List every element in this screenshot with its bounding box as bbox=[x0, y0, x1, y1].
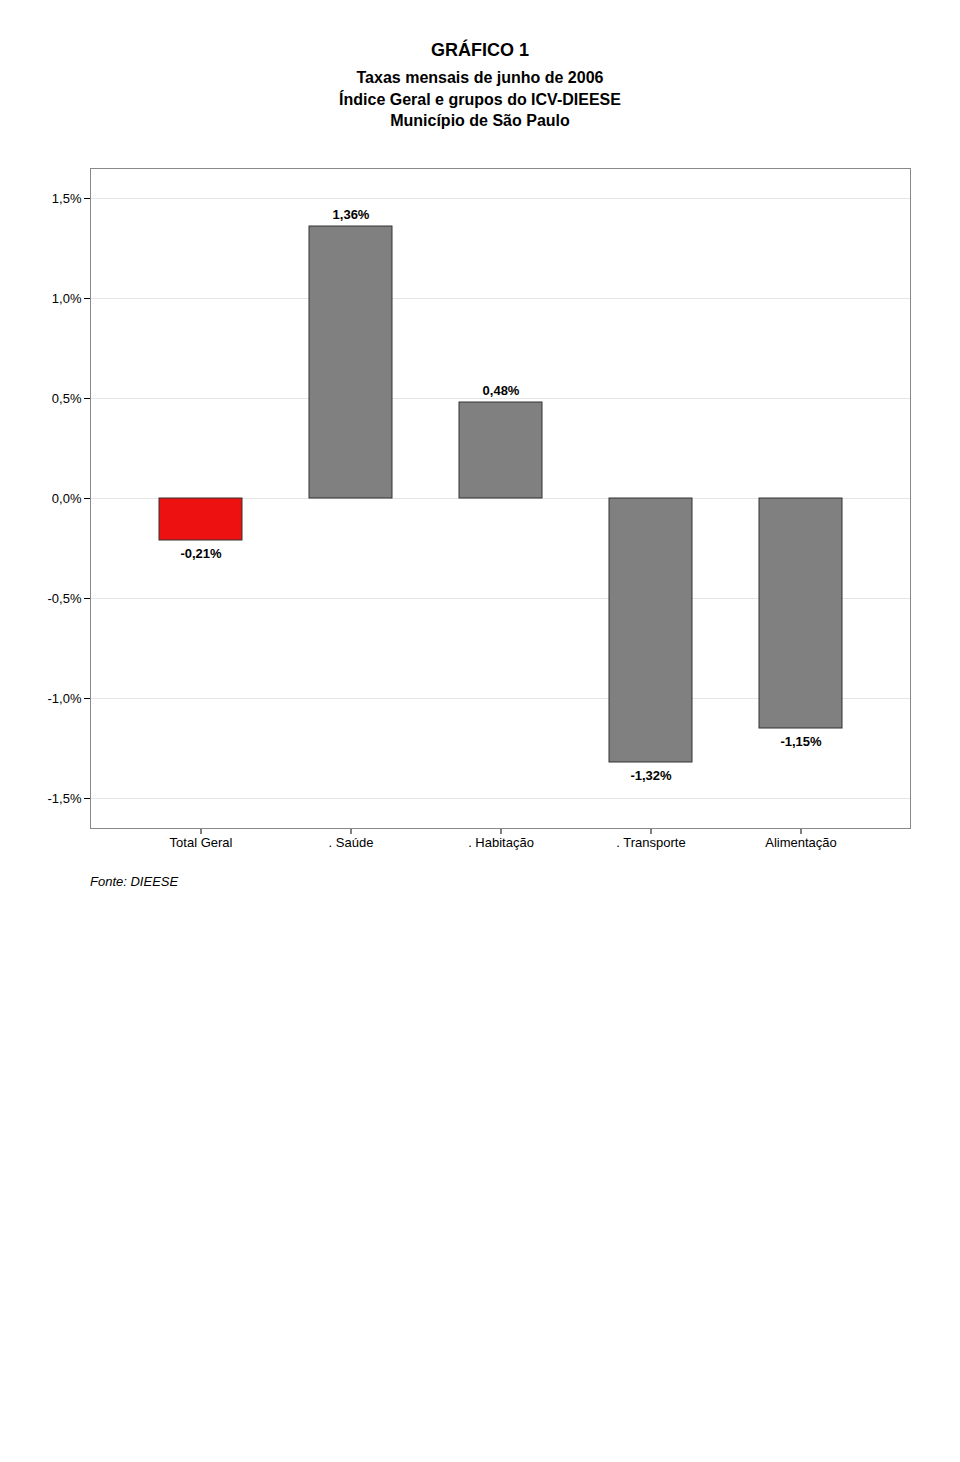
svg-text:-1,0%: -1,0% bbox=[48, 690, 82, 705]
svg-text:-0,5%: -0,5% bbox=[48, 590, 82, 605]
svg-text:. Habitação: . Habitação bbox=[468, 835, 534, 850]
svg-text:. Saúde: . Saúde bbox=[329, 835, 374, 850]
svg-text:-1,32%: -1,32% bbox=[630, 768, 672, 783]
svg-text:0,48%: 0,48% bbox=[483, 382, 520, 397]
svg-text:1,0%: 1,0% bbox=[52, 290, 82, 305]
svg-text:-1,5%: -1,5% bbox=[48, 790, 82, 805]
svg-text:Alimentação: Alimentação bbox=[765, 835, 837, 850]
svg-text:1,5%: 1,5% bbox=[52, 190, 82, 205]
html-text:GRÁFICO 1: GRÁFICO 1 bbox=[431, 40, 529, 60]
html-text:Taxas mensais de junho de 2006: Taxas mensais de junho de 2006 bbox=[356, 69, 604, 86]
html-text:Índice Geral e grupos do ICV-D: Índice Geral e grupos do ICV-DIEESE bbox=[339, 90, 621, 108]
svg-text:-1,15%: -1,15% bbox=[780, 734, 822, 749]
svg-text:Total Geral: Total Geral bbox=[170, 835, 233, 850]
svg-text:-0,21%: -0,21% bbox=[180, 546, 222, 561]
svg-text:. Transporte: . Transporte bbox=[616, 835, 685, 850]
html-text:Fonte: DIEESE: Fonte: DIEESE bbox=[90, 873, 179, 889]
html-text:Município de São Paulo: Município de São Paulo bbox=[390, 112, 570, 130]
svg-text:0,0%: 0,0% bbox=[52, 490, 82, 505]
svg-text:1,36%: 1,36% bbox=[333, 206, 370, 221]
svg-text:0,5%: 0,5% bbox=[52, 390, 82, 405]
